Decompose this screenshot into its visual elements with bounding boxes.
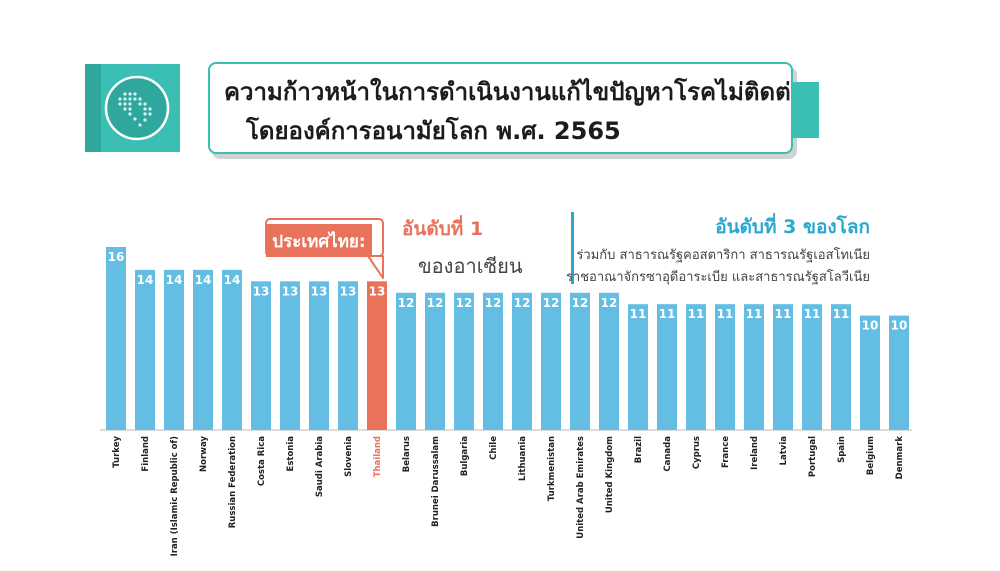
- page-title: ความก้าวหน้าในการดำเนินงานแก้ไขปัญหาโรคไ…: [224, 78, 806, 106]
- bar-value-label: 12: [514, 296, 531, 310]
- bar-value-label: 11: [833, 307, 850, 321]
- x-tick-label: United Kingdom: [605, 436, 615, 513]
- bar-value-label: 11: [775, 307, 792, 321]
- x-tick-label: Turkey: [112, 436, 122, 468]
- world-rank-label: อันดับที่ 3 ของโลก: [715, 216, 870, 238]
- bar-turkey: [106, 247, 126, 430]
- bar-chile: [483, 292, 503, 430]
- divider: [571, 212, 574, 284]
- x-tick-label: Brazil: [634, 436, 644, 463]
- bar-value-label: 12: [427, 296, 444, 310]
- x-tick-label: Finland: [141, 436, 151, 472]
- x-tick-label: Saudi Arabia: [315, 436, 325, 497]
- bar-saudi-arabia: [309, 281, 329, 430]
- bar-value-label: 11: [717, 307, 734, 321]
- bar-united-arab-emirates: [570, 292, 590, 430]
- bar-value-label: 12: [601, 296, 618, 310]
- bar-value-label: 13: [369, 284, 386, 298]
- bar-canada: [657, 304, 677, 430]
- x-tick-label: Norway: [199, 436, 209, 472]
- x-tick-label: Costa Rica: [257, 436, 267, 486]
- bar-value-label: 14: [166, 273, 183, 287]
- world-rank-note-1: ร่วมกับ สาธารณรัฐคอสตาริกา สาธารณรัฐเอสโ…: [576, 248, 870, 263]
- bar-value-label: 16: [108, 250, 125, 264]
- x-tick-label: Turkmenistan: [547, 436, 557, 501]
- x-tick-label: Belarus: [402, 436, 412, 472]
- x-tick-label: Ireland: [750, 436, 760, 470]
- bar-ireland: [744, 304, 764, 430]
- x-tick-label: Spain: [837, 436, 847, 463]
- bar-value-label: 10: [862, 319, 879, 333]
- bar-lithuania: [512, 292, 532, 430]
- bar-latvia: [773, 304, 793, 430]
- bar-value-label: 12: [572, 296, 589, 310]
- thailand-tag-label: ประเทศไทย:: [272, 231, 365, 252]
- bar-slovenia: [338, 281, 358, 430]
- bar-france: [715, 304, 735, 430]
- bar-value-label: 11: [746, 307, 763, 321]
- bar-brazil: [628, 304, 648, 430]
- bar-turkmenistan: [541, 292, 561, 430]
- x-tick-label: Belgium: [866, 436, 876, 475]
- bar-value-label: 14: [137, 273, 154, 287]
- x-tick-label: Estonia: [286, 436, 296, 472]
- title-box: ความก้าวหน้าในการดำเนินงานแก้ไขปัญหาโรคไ…: [208, 62, 805, 154]
- thailand-rank-label: อันดับที่ 1: [402, 218, 484, 240]
- bar-value-label: 12: [456, 296, 473, 310]
- bar-belarus: [396, 292, 416, 430]
- bar-costa-rica: [251, 281, 271, 430]
- x-tick-label: Lithuania: [518, 436, 528, 481]
- bar-belgium: [860, 315, 880, 430]
- bar-brunei-darussalam: [425, 292, 445, 430]
- bar-russian-federation: [222, 269, 242, 430]
- x-tick-label: Portugal: [808, 436, 818, 477]
- bar-spain: [831, 304, 851, 430]
- x-tick-label: United Arab Emirates: [576, 436, 586, 539]
- bar-finland: [135, 269, 155, 430]
- bar-bulgaria: [454, 292, 474, 430]
- x-tick-label: Denmark: [895, 436, 905, 480]
- bar-value-label: 10: [891, 319, 908, 333]
- x-tick-label: Chile: [489, 436, 499, 460]
- page-subtitle: โดยองค์การอนามัยโลก พ.ศ. 2565: [246, 117, 621, 145]
- bar-value-label: 11: [804, 307, 821, 321]
- x-tick-label: Latvia: [779, 436, 789, 466]
- x-tick-label: Canada: [663, 436, 673, 472]
- bar-cyprus: [686, 304, 706, 430]
- bar-united-kingdom: [599, 292, 619, 430]
- globe-icon: [85, 64, 180, 152]
- thailand-rank-sub: ของอาเซียน: [418, 254, 523, 278]
- bar-value-label: 12: [485, 296, 502, 310]
- x-tick-label: Cyprus: [692, 436, 702, 469]
- x-tick-label: Bulgaria: [460, 436, 470, 476]
- bar-value-label: 14: [224, 273, 241, 287]
- x-tick-label: Slovenia: [344, 436, 354, 477]
- bar-value-label: 13: [311, 284, 328, 298]
- bar-norway: [193, 269, 213, 430]
- bar-value-label: 12: [398, 296, 415, 310]
- bar-value-label: 12: [543, 296, 560, 310]
- bar-thailand: [367, 281, 387, 430]
- bar-estonia: [280, 281, 300, 430]
- bar-value-label: 13: [282, 284, 299, 298]
- bar-value-label: 11: [659, 307, 676, 321]
- thailand-tag: ประเทศไทย:: [265, 218, 384, 279]
- x-tick-label: Iran (Islamic Republic of): [170, 436, 180, 557]
- bar-value-label: 14: [195, 273, 212, 287]
- x-tick-label: Thailand: [373, 436, 383, 477]
- world-rank-note-2: ราชอาณาจักรซาอุดีอาระเบีย และสาธารณรัฐสโ…: [565, 270, 870, 285]
- bar-value-label: 13: [253, 284, 270, 298]
- x-tick-label: France: [721, 436, 731, 468]
- bar-value-label: 11: [688, 307, 705, 321]
- bar-portugal: [802, 304, 822, 430]
- bar-iran-islamic-republic-of-: [164, 269, 184, 430]
- bar-value-label: 13: [340, 284, 357, 298]
- x-tick-label: Brunei Darussalam: [431, 436, 441, 527]
- bar-value-label: 11: [630, 307, 647, 321]
- title-tab: [792, 82, 819, 138]
- bar-denmark: [889, 315, 909, 430]
- x-tick-label: Russian Federation: [228, 436, 238, 528]
